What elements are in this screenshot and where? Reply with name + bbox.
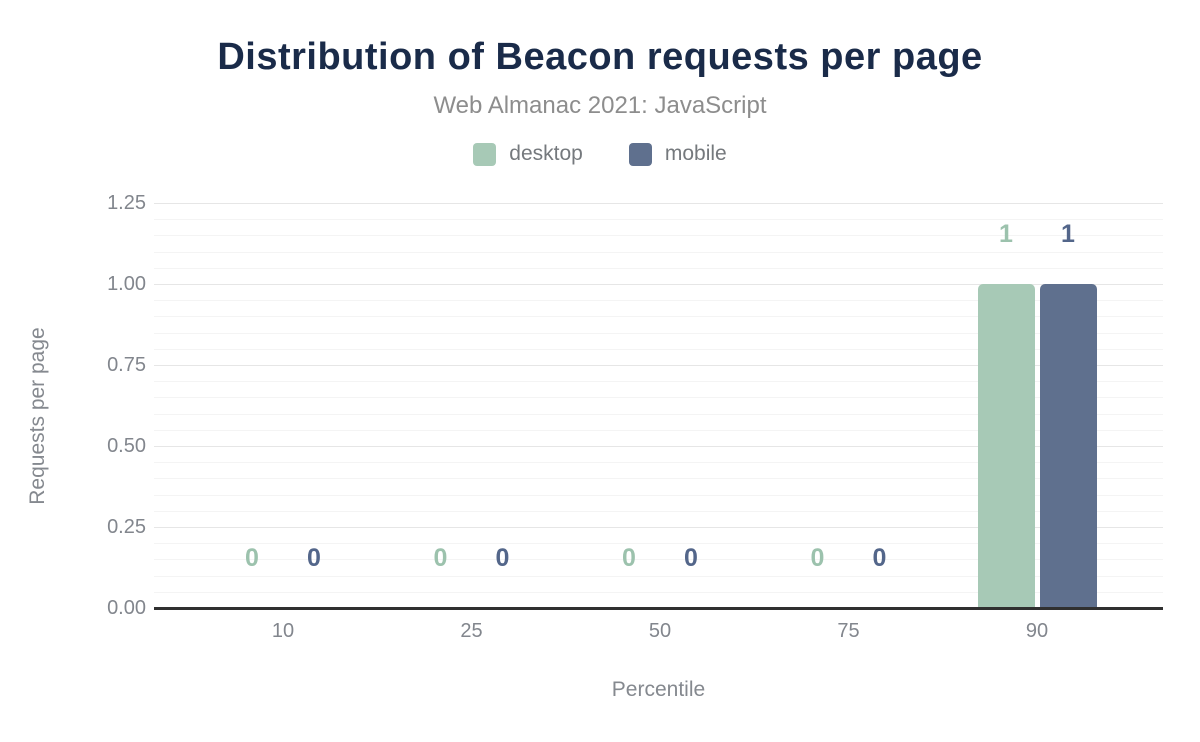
gridline-minor: [154, 300, 1163, 302]
x-axis-title: Percentile: [611, 678, 706, 701]
gridline-minor: [154, 316, 1163, 318]
gridline-minor: [154, 251, 1163, 253]
gridline-minor: [154, 478, 1163, 480]
bar-value-label-desktop-p10: 0: [245, 544, 259, 572]
legend: desktop mobile: [0, 142, 1200, 166]
bar-value-label-mobile-p75: 0: [872, 544, 887, 572]
gridline-minor: [154, 267, 1163, 269]
y-tick-label-1.25: 1.25: [107, 192, 146, 214]
gridline-major: [154, 284, 1163, 285]
gridline-major: [154, 203, 1163, 204]
y-tick-label-0.75: 0.75: [107, 354, 146, 376]
x-tick-label-90: 90: [1025, 620, 1049, 642]
gridline-minor: [154, 494, 1163, 496]
gridline-minor: [154, 397, 1163, 399]
legend-label-desktop: desktop: [509, 142, 583, 165]
chart-title: Distribution of Beacon requests per page: [217, 36, 983, 78]
bar-mobile-p90: [1039, 284, 1097, 608]
y-tick-label-0.50: 0.50: [107, 435, 146, 457]
gridline-major: [154, 365, 1163, 366]
gridline-minor: [154, 510, 1163, 512]
gridline-major: [154, 527, 1163, 528]
gridline-minor: [154, 348, 1163, 350]
gridline-minor: [154, 559, 1163, 561]
bar-value-label-desktop-p25: 0: [433, 544, 448, 572]
bar-value-label-desktop-p50: 0: [622, 544, 636, 572]
gridline-minor: [154, 381, 1163, 383]
gridline-minor: [154, 575, 1163, 577]
x-axis-line: [154, 607, 1163, 610]
legend-item-mobile[interactable]: mobile: [628, 142, 727, 166]
y-tick-label-0.25: 0.25: [107, 516, 146, 538]
legend-swatch-mobile: [628, 142, 652, 166]
gridline-minor: [154, 235, 1163, 237]
gridline-minor: [154, 591, 1163, 593]
legend-swatch-desktop: [473, 142, 497, 166]
bar-value-label-mobile-p50: 0: [684, 544, 698, 572]
bar-value-label-mobile-p90: 1: [1061, 220, 1075, 248]
gridline-minor: [154, 543, 1163, 545]
gridline-minor: [154, 462, 1163, 464]
x-tick-label-10: 10: [271, 620, 295, 642]
bar-value-label-mobile-p25: 0: [495, 544, 510, 572]
x-tick-label-25: 25: [460, 620, 483, 642]
y-tick-label-0.00: 0.00: [107, 597, 146, 619]
gridline-major: [154, 446, 1163, 447]
gridline-minor: [154, 413, 1163, 415]
x-tick-label-50: 50: [648, 620, 672, 642]
y-axis-title: Requests per page: [26, 327, 49, 505]
chart-subtitle: Web Almanac 2021: JavaScript: [433, 92, 767, 119]
gridline-minor: [154, 429, 1163, 431]
bar-value-label-desktop-p75: 0: [810, 544, 825, 572]
x-tick-label-75: 75: [837, 620, 860, 642]
gridline-minor: [154, 332, 1163, 334]
plot-area: 0 0 0 0 0 0 0 0 1 1: [154, 203, 1163, 610]
bar-value-label-desktop-p90: 1: [999, 220, 1013, 248]
gridline-minor: [154, 219, 1163, 221]
legend-label-mobile: mobile: [664, 142, 727, 165]
bar-value-label-mobile-p10: 0: [307, 544, 321, 572]
y-tick-label-1.00: 1.00: [107, 273, 146, 295]
bar-desktop-p90: [977, 284, 1035, 608]
legend-item-desktop[interactable]: desktop: [473, 142, 583, 166]
